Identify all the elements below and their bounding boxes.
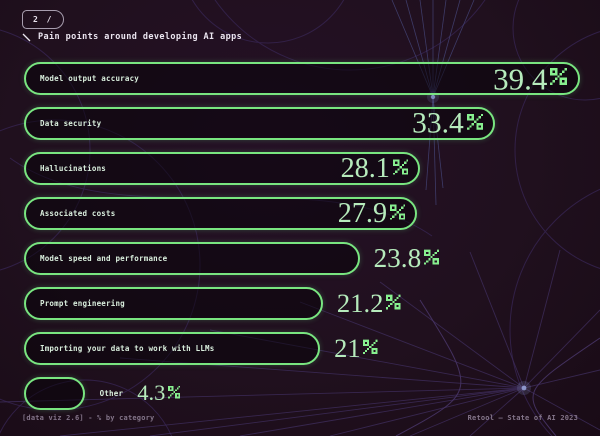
percent-pixel-icon <box>363 339 378 355</box>
bar-row: Hallucinations 28.1 <box>24 146 600 191</box>
bar-label: Other <box>99 389 124 398</box>
percent-pixel-icon <box>423 249 439 265</box>
bar-value: 33.4 <box>412 108 483 139</box>
bar-row: Associated costs 27.9 <box>24 191 600 236</box>
bar-value: 23.8 <box>374 244 439 272</box>
percent-pixel-icon <box>392 159 409 175</box>
diagonal-line-icon <box>22 33 31 41</box>
percent-pixel-icon <box>550 68 568 86</box>
bar-label: Hallucinations <box>40 164 107 173</box>
bar-pill: Model speed and performance <box>24 242 360 275</box>
bar-label: Model speed and performance <box>40 254 168 263</box>
chart-title-row: Pain points around developing AI apps <box>22 32 242 42</box>
bar-pill: Importing your data to work with LLMs <box>24 332 321 365</box>
bar-value: 27.9 <box>338 199 406 227</box>
bar-pill: Prompt engineering <box>24 287 323 320</box>
bar-pill <box>24 377 85 410</box>
footer-source: Retool – State of AI 2023 <box>467 414 578 422</box>
bar-pill: Associated costs 27.9 <box>24 197 418 230</box>
page-number-badge: 2 / <box>22 10 65 29</box>
percent-pixel-icon <box>389 204 406 220</box>
bar-value: 39.4 <box>493 63 568 94</box>
bar-pill: Model output accuracy 39.4 <box>24 62 580 95</box>
bar-value: 4.3 <box>137 382 180 405</box>
bar-row: Importing your data to work with LLMs 21 <box>24 326 600 371</box>
bar-row: Model output accuracy 39.4 <box>24 56 600 101</box>
bar-pill: Hallucinations 28.1 <box>24 152 421 185</box>
bar-label: Data security <box>40 119 102 128</box>
bar-value: 21 <box>334 335 378 362</box>
bar-chart: Model output accuracy 39.4 Data security… <box>24 56 600 416</box>
percent-pixel-icon <box>386 294 401 310</box>
percent-pixel-icon <box>466 113 483 131</box>
bar-row: Other 4.3 <box>24 371 600 416</box>
bar-label: Importing your data to work with LLMs <box>40 344 215 353</box>
bar-label: Prompt engineering <box>40 299 125 308</box>
bar-row: Prompt engineering 21.2 <box>24 281 600 326</box>
percent-pixel-icon <box>167 386 180 399</box>
bar-value: 21.2 <box>337 290 401 317</box>
bar-label: Model output accuracy <box>40 74 140 83</box>
page-title: Pain points around developing AI apps <box>38 32 243 42</box>
footer-note: [data viz 2.6] - % by category <box>22 414 155 422</box>
bar-label: Associated costs <box>40 209 116 218</box>
bar-value: 28.1 <box>341 154 409 182</box>
bar-row: Model speed and performance 23.8 <box>24 236 600 281</box>
bar-pill: Data security 33.4 <box>24 107 495 140</box>
bar-row: Data security 33.4 <box>24 101 600 146</box>
